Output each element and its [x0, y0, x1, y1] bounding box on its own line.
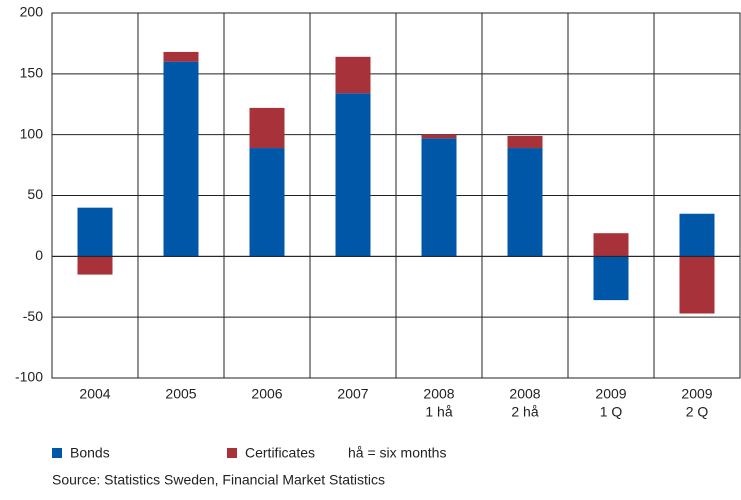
legend-swatch — [227, 448, 237, 458]
legend-label: Bonds — [70, 445, 110, 461]
y-tick-label: 100 — [20, 125, 44, 141]
bar — [507, 135, 543, 149]
legend-swatch — [52, 448, 62, 458]
bar — [593, 233, 629, 257]
bar — [163, 51, 199, 62]
x-tick-label: 2 hå — [511, 404, 538, 420]
y-tick-label: -100 — [15, 369, 43, 385]
x-tick-label: 2005 — [165, 386, 196, 402]
source: Source: Statistics Sweden, Financial Mar… — [52, 472, 385, 488]
x-tick-label: 1 hå — [425, 404, 452, 420]
y-tick-label: 0 — [35, 247, 43, 263]
plot-frame — [51, 12, 741, 379]
bar — [335, 56, 371, 94]
x-tick-label: 2008 — [509, 386, 540, 402]
x-tick-label: 2004 — [79, 386, 110, 402]
x-tick-label: 2009 — [681, 386, 712, 402]
bar — [249, 148, 285, 257]
x-tick-label: 2008 — [423, 386, 454, 402]
bar — [593, 256, 629, 301]
x-tick-label: 2006 — [251, 386, 282, 402]
x-tick-label: 2007 — [337, 386, 368, 402]
y-tick-label: 200 — [20, 4, 44, 20]
bar — [77, 207, 113, 257]
bar — [421, 134, 457, 139]
y-tick-label: 50 — [27, 186, 43, 202]
legend-label: Certificates — [245, 445, 315, 461]
bar — [335, 93, 371, 257]
bar — [679, 256, 715, 314]
y-tick-label: -50 — [23, 308, 43, 324]
x-tick-label: 2 Q — [686, 404, 709, 420]
x-tick-label: 1 Q — [600, 404, 623, 420]
y-tick-label: 150 — [20, 65, 44, 81]
x-tick-label: 2009 — [595, 386, 626, 402]
bar — [163, 61, 199, 257]
legend-note: hå = six months — [348, 445, 446, 461]
bar — [77, 256, 113, 275]
bar — [507, 148, 543, 257]
bar — [421, 138, 457, 257]
bar — [249, 107, 285, 149]
bar — [679, 213, 715, 257]
